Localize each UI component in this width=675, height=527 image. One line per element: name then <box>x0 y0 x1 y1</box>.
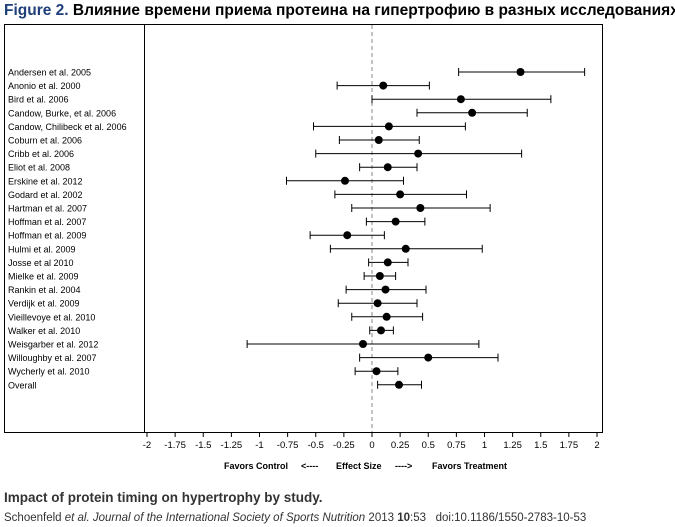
x-tick-label: -0.5 <box>308 440 324 451</box>
citation-authors: Schoenfeld <box>4 512 62 524</box>
estimate-point <box>381 285 390 294</box>
study-label: Walker et al. 2010 <box>8 326 80 336</box>
xlabel-left-arrow: <---- <box>301 461 318 471</box>
x-tick-label: 0.25 <box>391 440 410 451</box>
x-tick-label: -1.75 <box>164 440 186 451</box>
x-tick-label: 1.75 <box>560 440 579 451</box>
citation-year: 2013 <box>368 512 395 524</box>
x-tick-label: -0.75 <box>277 440 299 451</box>
figure-label: Figure 2. <box>4 2 69 19</box>
study-label: Godard et al. 2002 <box>8 190 83 200</box>
citation-volume: 10 <box>397 512 411 524</box>
estimate-point <box>384 122 393 131</box>
x-tick-label: 1 <box>482 440 487 451</box>
x-tick-label: -1 <box>255 440 263 451</box>
estimate-point <box>416 204 425 212</box>
study-label: Hartman et al. 2007 <box>8 204 87 214</box>
forest-plot: -2 -1.75 -1.5 -1.25 -1 -0.75 -0.5 -0.25 0 0.25 0.5… <box>4 24 603 471</box>
x-tick-label: 1.5 <box>534 440 547 451</box>
estimate-point <box>379 81 388 90</box>
estimate-point <box>375 272 384 280</box>
estimate-point <box>468 108 477 117</box>
citation-journal: Journal of the International Society of … <box>92 512 366 524</box>
study-label: Rankin et al. 2004 <box>8 285 81 295</box>
study-label: Overall <box>8 380 37 390</box>
citation-pages: :53 <box>410 512 427 524</box>
xlabel-left: Favors Control <box>224 461 288 471</box>
estimate-point <box>382 312 391 321</box>
estimate-point <box>456 95 465 104</box>
study-label: Willoughby et al. 2007 <box>8 353 97 363</box>
estimate-point <box>424 353 433 362</box>
study-label: Hoffman et al. 2009 <box>8 231 86 241</box>
study-label: Vieillevoye et al. 2010 <box>8 312 95 322</box>
study-label: Hoffman et al. 2007 <box>8 217 86 227</box>
x-tick-label: -0.25 <box>333 440 355 451</box>
estimate-point <box>359 340 367 348</box>
xlabel-center: Effect Size <box>336 461 382 471</box>
x-tick-label: -2 <box>143 440 151 451</box>
estimate-point <box>516 68 525 76</box>
estimate-point <box>374 136 383 144</box>
study-label: Josse et al 2010 <box>8 258 74 268</box>
estimate-point <box>373 299 382 308</box>
study-label: Bird et al. 2006 <box>8 95 69 105</box>
study-label: Cribb et al. 2006 <box>8 149 74 159</box>
xlabel-right: Favors Treatment <box>432 461 507 471</box>
citation-etal: et al. <box>64 512 90 524</box>
estimate-point <box>377 326 385 335</box>
study-label: Candow, Chilibeck et al. 2006 <box>8 122 127 132</box>
estimate-point <box>401 244 410 253</box>
x-tick-label: 0.75 <box>447 440 466 451</box>
estimate-point <box>372 367 381 376</box>
estimate-point <box>383 163 392 172</box>
study-label: Eliot et al. 2008 <box>8 163 70 173</box>
figure-title-text: Влияние времени приема протеина на гипер… <box>72 2 675 19</box>
study-label: Hulmi et al. 2009 <box>8 244 76 254</box>
study-label: Candow, Burke, et al. 2006 <box>8 108 116 118</box>
x-tick-label: 1.25 <box>503 440 522 451</box>
estimate-point <box>395 380 403 389</box>
x-tick-label: 2 <box>594 440 599 451</box>
xlabel-right-arrow: ----> <box>395 461 412 471</box>
estimate-point <box>341 176 349 185</box>
x-tick-label: 0.5 <box>422 440 435 451</box>
study-label: Coburn et al. 2006 <box>8 136 82 146</box>
estimate-point <box>383 258 392 267</box>
study-label: Anonio et al. 2000 <box>8 81 81 91</box>
x-tick-label: 0 <box>369 440 374 451</box>
estimate-point <box>391 217 400 226</box>
x-tick-label: -1.25 <box>221 440 243 451</box>
study-label: Andersen et al. 2005 <box>8 68 91 78</box>
citation-doi: doi:10.1186/1550-2783-10-53 <box>435 512 587 524</box>
study-label: Mielke et al. 2009 <box>8 272 79 282</box>
x-tick-label: -1.5 <box>195 440 211 451</box>
estimate-point <box>396 190 405 199</box>
estimate-point <box>414 149 423 158</box>
caption-title: Impact of protein timing on hypertrophy … <box>4 490 323 505</box>
estimate-point <box>343 231 352 240</box>
study-label: Verdijk et al. 2009 <box>8 299 80 309</box>
citation: Schoenfeld et al. Journal of the Interna… <box>4 512 586 524</box>
figure-title: Figure 2. Влияние времени приема протеин… <box>4 2 675 20</box>
study-label: Weisgarber et al. 2012 <box>8 340 98 350</box>
study-label: Erskine et al. 2012 <box>8 176 83 186</box>
plot-panel <box>144 24 603 433</box>
study-label: Wycherly et al. 2010 <box>8 367 89 377</box>
